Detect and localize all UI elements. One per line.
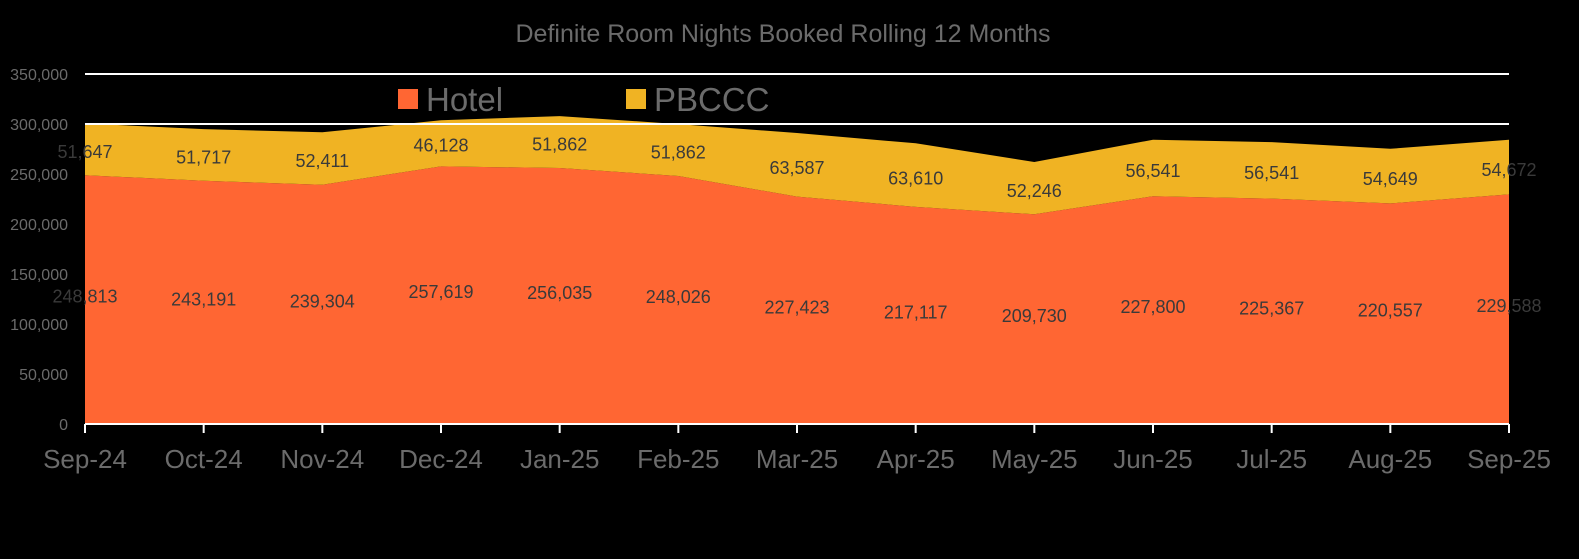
- y-tick-label: 100,000: [10, 317, 68, 334]
- x-tick-label: Sep-25: [1467, 444, 1551, 474]
- legend-label-hotel: Hotel: [426, 81, 503, 118]
- x-tick-label: Aug-25: [1348, 444, 1432, 474]
- x-tick-label: Sep-24: [43, 444, 127, 474]
- x-tick-label: Jan-25: [520, 444, 600, 474]
- data-label-pbccc: 46,128: [413, 136, 468, 156]
- legend-label-pbccc: PBCCC: [654, 81, 770, 118]
- data-label-hotel: 225,367: [1239, 298, 1304, 318]
- gridlines: [85, 73, 1509, 125]
- x-tick-label: Jun-25: [1113, 444, 1193, 474]
- x-axis-tick-labels: Sep-24 Oct-24 Nov-24 Dec-24 Jan-25 Feb-25 Mar-…: [43, 444, 1551, 474]
- data-label-pbccc: 54,649: [1363, 169, 1418, 189]
- x-tick-label: Nov-24: [280, 444, 364, 474]
- legend-swatch-hotel: [398, 89, 418, 109]
- x-tick-label: Dec-24: [399, 444, 483, 474]
- data-label-pbccc: 56,541: [1125, 161, 1180, 181]
- area-series-group: [85, 116, 1509, 424]
- legend-swatch-pbccc: [626, 89, 646, 109]
- data-label-hotel: 220,557: [1358, 301, 1423, 321]
- data-label-hotel: 256,035: [527, 283, 592, 303]
- data-labels: 248,813 243,191 239,304 257,619 256,035 248,0…: [52, 135, 1541, 327]
- x-tick-label: Apr-25: [877, 444, 955, 474]
- data-label-hotel: 229,588: [1476, 296, 1541, 316]
- y-tick-label: 300,000: [10, 117, 68, 134]
- y-tick-label: 0: [59, 417, 68, 434]
- data-label-pbccc: 63,610: [888, 168, 943, 188]
- data-label-pbccc: 52,246: [1007, 181, 1062, 201]
- area-hotel: [85, 166, 1509, 424]
- data-label-hotel: 248,026: [646, 287, 711, 307]
- y-tick-label: 200,000: [10, 217, 68, 234]
- data-label-hotel: 217,117: [884, 302, 948, 322]
- axes: [84, 423, 1510, 433]
- chart-title: Definite Room Nights Booked Rolling 12 M…: [516, 20, 1051, 48]
- data-label-hotel: 227,423: [764, 297, 829, 317]
- y-tick-label: 150,000: [10, 267, 68, 284]
- y-tick-label: 350,000: [10, 67, 68, 84]
- data-label-pbccc: 51,647: [57, 142, 112, 162]
- data-label-pbccc: 63,587: [769, 158, 824, 178]
- legend: Hotel PBCCC: [398, 81, 770, 118]
- y-tick-label: 250,000: [10, 167, 68, 184]
- y-axis-tick-labels: 0 50,000 100,000 150,000 200,000 250,000 300,0…: [10, 67, 68, 434]
- data-label-hotel: 209,730: [1002, 306, 1067, 326]
- data-label-pbccc: 52,411: [295, 151, 349, 171]
- data-label-pbccc: 54,672: [1481, 160, 1536, 180]
- data-label-hotel: 239,304: [290, 291, 355, 311]
- y-tick-label: 50,000: [19, 367, 68, 384]
- data-label-hotel: 248,813: [52, 287, 117, 307]
- data-label-pbccc: 51,717: [176, 148, 231, 168]
- data-label-hotel: 227,800: [1120, 297, 1185, 317]
- data-label-pbccc: 51,862: [532, 135, 587, 155]
- x-tick-label: Jul-25: [1236, 444, 1307, 474]
- x-tick-label: Mar-25: [756, 444, 838, 474]
- data-label-pbccc: 51,862: [651, 143, 706, 163]
- x-tick-label: Feb-25: [637, 444, 719, 474]
- data-label-pbccc: 56,541: [1244, 163, 1299, 183]
- x-tick-label: May-25: [991, 444, 1078, 474]
- x-tick-label: Oct-24: [165, 444, 243, 474]
- area-pbccc: [85, 116, 1509, 215]
- data-label-hotel: 243,191: [171, 289, 236, 309]
- data-label-hotel: 257,619: [408, 282, 473, 302]
